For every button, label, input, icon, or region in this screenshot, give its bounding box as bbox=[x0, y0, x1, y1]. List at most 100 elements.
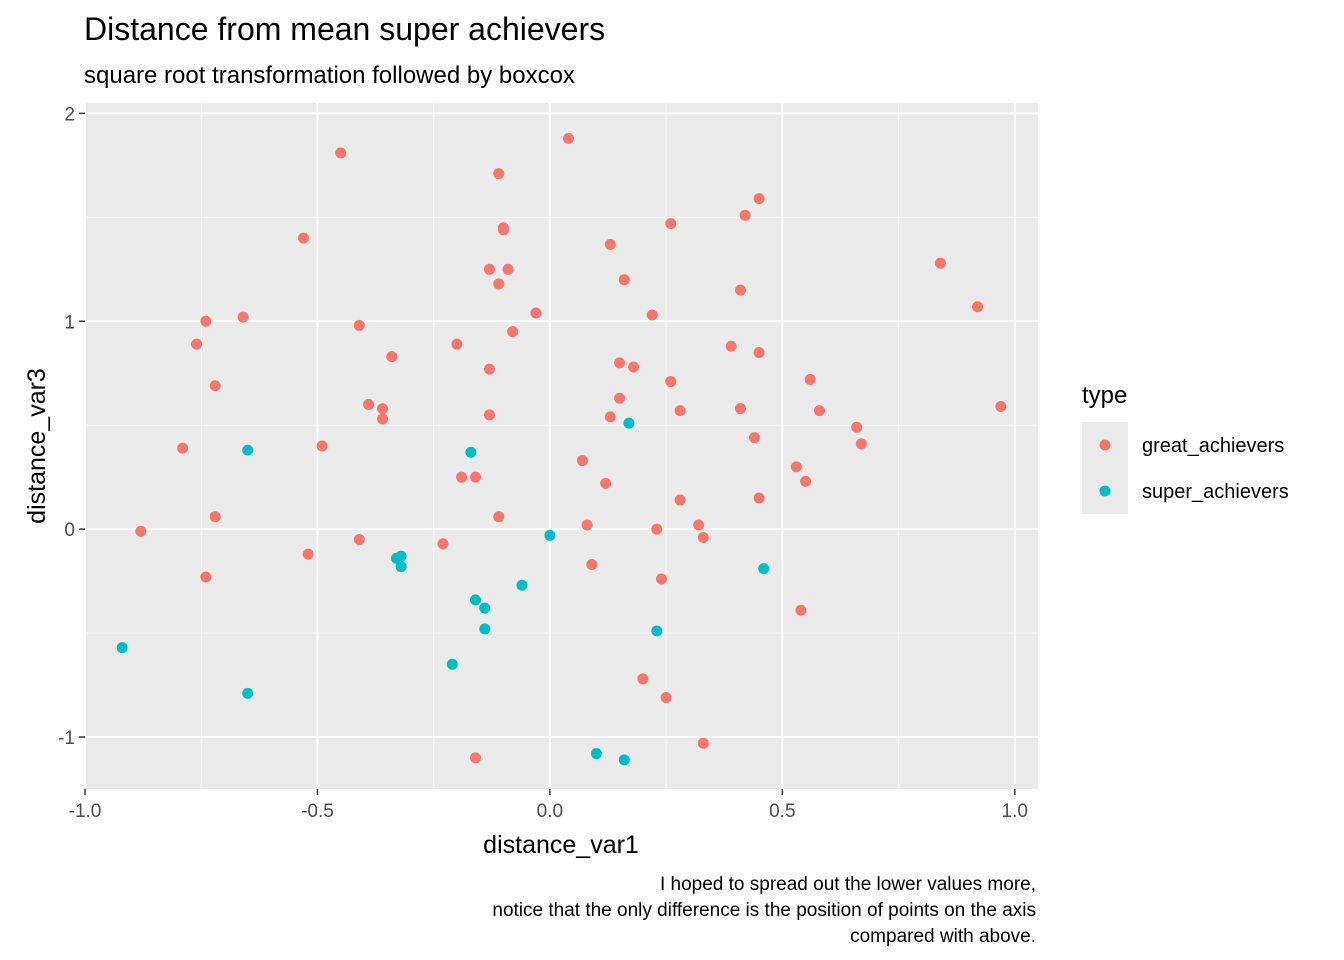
data-point-great-achievers bbox=[660, 692, 672, 704]
data-point-super-achievers bbox=[242, 687, 254, 699]
data-point-great-achievers bbox=[655, 573, 667, 585]
data-point-great-achievers bbox=[814, 405, 826, 417]
caption-line-2: notice that the only difference is the p… bbox=[492, 900, 1036, 921]
y-tick-label: 2 bbox=[64, 104, 75, 125]
data-point-great-achievers bbox=[855, 438, 867, 450]
data-point-great-achievers bbox=[386, 351, 398, 363]
data-point-super-achievers bbox=[651, 625, 663, 637]
data-point-great-achievers bbox=[483, 263, 495, 275]
data-point-great-achievers bbox=[497, 224, 509, 236]
data-point-great-achievers bbox=[753, 193, 765, 205]
data-point-great-achievers bbox=[502, 263, 514, 275]
data-point-great-achievers bbox=[614, 392, 626, 404]
y-tick-label: 1 bbox=[64, 312, 75, 333]
y-axis-title: distance_var3 bbox=[23, 368, 51, 524]
data-point-great-achievers bbox=[507, 326, 519, 338]
x-tick-label: 0.5 bbox=[769, 801, 795, 822]
y-tick-label: -1 bbox=[58, 728, 75, 749]
chart-subtitle: square root transformation followed by b… bbox=[84, 62, 575, 89]
data-point-great-achievers bbox=[651, 523, 663, 535]
data-point-great-achievers bbox=[353, 534, 365, 546]
data-point-great-achievers bbox=[697, 737, 709, 749]
data-point-great-achievers bbox=[804, 373, 816, 385]
x-tick-label: 0.0 bbox=[537, 801, 563, 822]
data-point-great-achievers bbox=[209, 511, 221, 523]
data-point-great-achievers bbox=[200, 315, 212, 327]
data-point-great-achievers bbox=[628, 361, 640, 373]
data-point-super-achievers bbox=[544, 529, 556, 541]
legend-marker-super-achievers bbox=[1099, 485, 1111, 497]
data-point-great-achievers bbox=[725, 340, 737, 352]
y-axis-ticks: -1 0 1 2 bbox=[58, 104, 85, 749]
data-point-super-achievers bbox=[390, 552, 402, 564]
data-point-great-achievers bbox=[646, 309, 658, 321]
data-point-great-achievers bbox=[934, 257, 946, 269]
data-point-great-achievers bbox=[604, 411, 616, 423]
data-point-great-achievers bbox=[177, 442, 189, 454]
x-tick-label: -1.0 bbox=[69, 801, 102, 822]
data-point-great-achievers bbox=[614, 357, 626, 369]
x-axis-title: distance_var1 bbox=[483, 831, 639, 859]
data-point-super-achievers bbox=[479, 623, 491, 635]
data-point-great-achievers bbox=[739, 209, 751, 221]
data-point-super-achievers bbox=[242, 444, 254, 456]
x-tick-label: 1.0 bbox=[1002, 801, 1028, 822]
data-point-great-achievers bbox=[795, 604, 807, 616]
data-point-super-achievers bbox=[618, 754, 630, 766]
data-point-great-achievers bbox=[451, 338, 463, 350]
data-point-great-achievers bbox=[734, 284, 746, 296]
data-point-great-achievers bbox=[135, 525, 147, 537]
data-point-great-achievers bbox=[674, 405, 686, 417]
x-axis-ticks: -1.0 -0.5 0.0 0.5 1.0 bbox=[69, 789, 1028, 822]
legend: type great_achievers super_achievers bbox=[1082, 382, 1289, 514]
data-points bbox=[116, 132, 1007, 766]
data-point-great-achievers bbox=[576, 455, 588, 467]
data-point-great-achievers bbox=[297, 232, 309, 244]
data-point-great-achievers bbox=[734, 403, 746, 415]
data-point-great-achievers bbox=[237, 311, 249, 323]
plot-panel bbox=[85, 103, 1038, 789]
data-point-great-achievers bbox=[674, 494, 686, 506]
x-tick-label: -0.5 bbox=[301, 801, 334, 822]
data-point-great-achievers bbox=[604, 238, 616, 250]
data-point-great-achievers bbox=[353, 319, 365, 331]
data-point-great-achievers bbox=[562, 132, 574, 144]
data-point-great-achievers bbox=[335, 147, 347, 159]
data-point-great-achievers bbox=[637, 673, 649, 685]
data-point-great-achievers bbox=[200, 571, 212, 583]
data-point-great-achievers bbox=[363, 398, 375, 410]
y-tick-label: 0 bbox=[64, 520, 75, 541]
data-point-great-achievers bbox=[377, 413, 389, 425]
data-point-great-achievers bbox=[753, 492, 765, 504]
data-point-super-achievers bbox=[479, 602, 491, 614]
caption-line-1: I hoped to spread out the lower values m… bbox=[660, 874, 1036, 895]
data-point-super-achievers bbox=[446, 658, 458, 670]
data-point-great-achievers bbox=[437, 538, 449, 550]
data-point-great-achievers bbox=[748, 432, 760, 444]
data-point-great-achievers bbox=[483, 363, 495, 375]
data-point-super-achievers bbox=[395, 561, 407, 573]
data-point-great-achievers bbox=[493, 278, 505, 290]
data-point-great-achievers bbox=[581, 519, 593, 531]
data-point-great-achievers bbox=[209, 380, 221, 392]
data-point-super-achievers bbox=[465, 446, 477, 458]
data-point-great-achievers bbox=[483, 409, 495, 421]
major-gridlines bbox=[84, 103, 1038, 789]
legend-label-great-achievers: great_achievers bbox=[1142, 435, 1284, 457]
data-point-great-achievers bbox=[493, 511, 505, 523]
data-point-great-achievers bbox=[790, 461, 802, 473]
data-point-great-achievers bbox=[191, 338, 203, 350]
data-point-great-achievers bbox=[753, 346, 765, 358]
data-point-great-achievers bbox=[469, 752, 481, 764]
data-point-great-achievers bbox=[456, 471, 468, 483]
data-point-great-achievers bbox=[995, 401, 1007, 413]
data-point-great-achievers bbox=[618, 274, 630, 286]
data-point-great-achievers bbox=[493, 168, 505, 180]
data-point-great-achievers bbox=[972, 301, 984, 313]
data-point-great-achievers bbox=[530, 307, 542, 319]
data-point-super-achievers bbox=[758, 563, 770, 575]
data-point-great-achievers bbox=[316, 440, 328, 452]
data-point-super-achievers bbox=[590, 748, 602, 760]
data-point-great-achievers bbox=[800, 475, 812, 487]
